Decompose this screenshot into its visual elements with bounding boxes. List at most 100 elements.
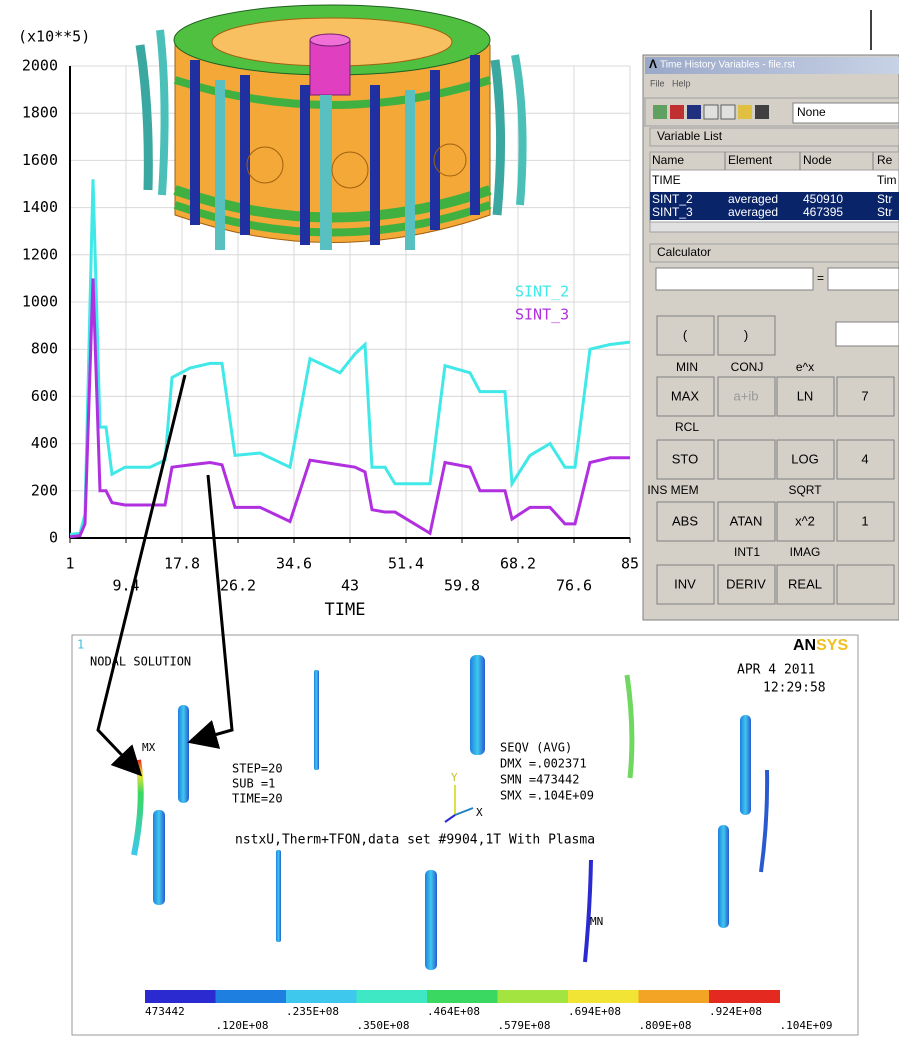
calc-button[interactable] (717, 439, 776, 480)
row-cell[interactable]: SINT_2 (652, 192, 693, 206)
column-header: Element (728, 153, 773, 167)
x-tick-label: 68.2 (500, 555, 536, 573)
colorbar-segment (145, 990, 216, 1003)
colorbar-segment (568, 990, 639, 1003)
colorbar-label: .924E+08 (709, 1005, 762, 1018)
calc-button-label[interactable]: ATAN (730, 513, 763, 528)
shift-label: e^x (796, 360, 814, 374)
y-tick-label: 2000 (22, 57, 58, 75)
row-cell[interactable]: 450910 (803, 192, 843, 206)
colorbar-label: .235E+08 (286, 1005, 339, 1018)
calc-button-label[interactable]: ( (683, 327, 688, 342)
calc-button-label[interactable]: INV (674, 576, 696, 591)
colorbar-label: .579E+08 (498, 1019, 551, 1032)
plot-subtitle: nstxU,Therm+TFON,data set #9904,1T With … (235, 833, 595, 848)
calc-button[interactable] (717, 501, 776, 542)
logo-sys: SYS (816, 637, 848, 654)
calc-button-label[interactable]: REAL (788, 576, 822, 591)
calc-button[interactable] (717, 564, 776, 605)
calc-button[interactable] (836, 501, 895, 542)
seqv-info: SMN =473442 (500, 773, 579, 787)
calc-button[interactable] (656, 439, 715, 480)
calc-button-label[interactable]: MAX (671, 388, 700, 403)
calc-button-label[interactable]: LN (797, 388, 814, 403)
y-unit-label: (x10**5) (18, 28, 90, 46)
menu-item[interactable]: Help (672, 78, 691, 88)
step-info: SUB =1 (232, 777, 275, 791)
calc-memory (835, 321, 899, 347)
row-cell[interactable]: TIME (652, 173, 681, 187)
dropdown[interactable] (792, 102, 899, 124)
row-cell[interactable]: 467395 (803, 205, 843, 219)
calc-button[interactable] (776, 501, 835, 542)
calc-button[interactable] (836, 564, 895, 605)
calc-button-label[interactable]: ) (744, 327, 748, 342)
legend-label: SINT_2 (515, 283, 569, 301)
calc-button[interactable] (656, 376, 715, 417)
calc-button-label[interactable]: a+ib (734, 388, 759, 403)
shift-label: SQRT (788, 483, 822, 497)
calc-button[interactable] (776, 376, 835, 417)
axis-label: Y (451, 771, 458, 784)
x-tick-label: 26.2 (220, 577, 256, 595)
calc-button-label[interactable]: 1 (861, 513, 868, 528)
y-tick-label: 200 (31, 481, 58, 499)
series-line (69, 179, 631, 536)
seqv-info: SEQV (AVG) (500, 741, 572, 755)
column-header: Name (652, 153, 684, 167)
calc-button-label[interactable]: STO (672, 451, 699, 466)
plot-time: 12:29:58 (763, 681, 826, 696)
calc-button-label[interactable]: 4 (861, 451, 868, 466)
seqv-info: DMX =.002371 (500, 757, 587, 771)
calc-button[interactable] (776, 439, 835, 480)
shift-label: INS MEM (647, 483, 698, 497)
calc-button[interactable] (717, 376, 776, 417)
y-tick-label: 0 (49, 529, 58, 547)
row-cell[interactable]: averaged (728, 192, 778, 206)
row-cell[interactable]: Str (877, 205, 892, 219)
calc-button[interactable] (776, 564, 835, 605)
3d-model (135, 4, 527, 250)
calc-button[interactable] (836, 376, 895, 417)
x-tick-label: 34.6 (276, 555, 312, 573)
step-info: STEP=20 (232, 762, 283, 776)
colorbar-label: .104E+09 (780, 1019, 833, 1032)
calc-button[interactable] (717, 315, 776, 356)
x-tick-label: 51.4 (388, 555, 424, 573)
calc-button[interactable] (656, 501, 715, 542)
calc-result (827, 267, 899, 291)
menu-item[interactable]: File (650, 78, 665, 88)
calc-button[interactable] (656, 315, 715, 356)
toolbar-icons[interactable] (653, 104, 769, 120)
calc-input[interactable] (655, 267, 814, 291)
row-cell[interactable]: Tim (877, 173, 897, 187)
row-cell[interactable]: averaged (728, 205, 778, 219)
calc-button-label[interactable]: LOG (791, 451, 818, 466)
colorbar-segment (356, 990, 428, 1003)
calc-button-label[interactable]: DERIV (726, 576, 766, 591)
shift-label: IMAG (790, 545, 821, 559)
logo: ANSYS (793, 637, 848, 654)
colorbar-segment (286, 990, 357, 1003)
row-cell[interactable]: Str (877, 192, 892, 206)
logo-an: AN (793, 637, 816, 654)
axis-label: X (476, 806, 483, 819)
y-tick-label: 1600 (22, 151, 58, 169)
ansys-plot: 1 ANSYS NODAL SOLUTION APR 4 2011 12:29:58 ST… (71, 634, 859, 1036)
colorbar-label: .694E+08 (568, 1005, 621, 1018)
y-tick-label: 600 (31, 387, 58, 405)
calc-button[interactable] (656, 564, 715, 605)
colorbar-label: .464E+08 (427, 1005, 480, 1018)
calc-button-label[interactable]: ABS (672, 513, 698, 528)
y-tick-label: 800 (31, 340, 58, 358)
calc-button-label[interactable]: 7 (861, 388, 868, 403)
y-tick-label: 1000 (22, 293, 58, 311)
calc-button-label[interactable]: x^2 (795, 513, 815, 528)
calc-button[interactable] (836, 439, 895, 480)
window-number: 1 (77, 638, 84, 652)
row-cell[interactable]: SINT_3 (652, 205, 693, 219)
seqv-info: SMX =.104E+09 (500, 789, 594, 803)
